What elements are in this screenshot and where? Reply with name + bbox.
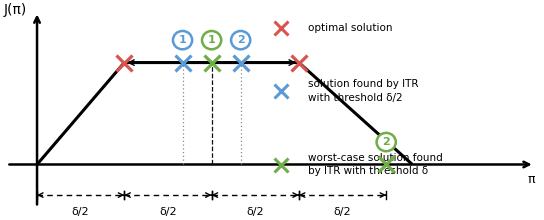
Text: δ/2: δ/2	[72, 207, 90, 217]
Ellipse shape	[202, 31, 221, 49]
Ellipse shape	[376, 133, 396, 151]
Text: worst-case solution found
by ITR with threshold δ: worst-case solution found by ITR with th…	[308, 153, 443, 176]
Text: 1: 1	[178, 35, 187, 45]
Ellipse shape	[231, 31, 250, 49]
Text: δ/2: δ/2	[159, 207, 177, 217]
Ellipse shape	[173, 31, 192, 49]
Text: δ/2: δ/2	[246, 207, 264, 217]
Text: 2: 2	[237, 35, 245, 45]
Text: optimal solution: optimal solution	[308, 23, 392, 33]
Text: π: π	[528, 173, 535, 186]
Text: 1: 1	[208, 35, 215, 45]
Text: δ/2: δ/2	[333, 207, 351, 217]
Text: solution found by ITR
with threshold δ/2: solution found by ITR with threshold δ/2	[308, 79, 418, 103]
Text: 2: 2	[382, 137, 390, 147]
Text: J(π): J(π)	[4, 3, 27, 17]
